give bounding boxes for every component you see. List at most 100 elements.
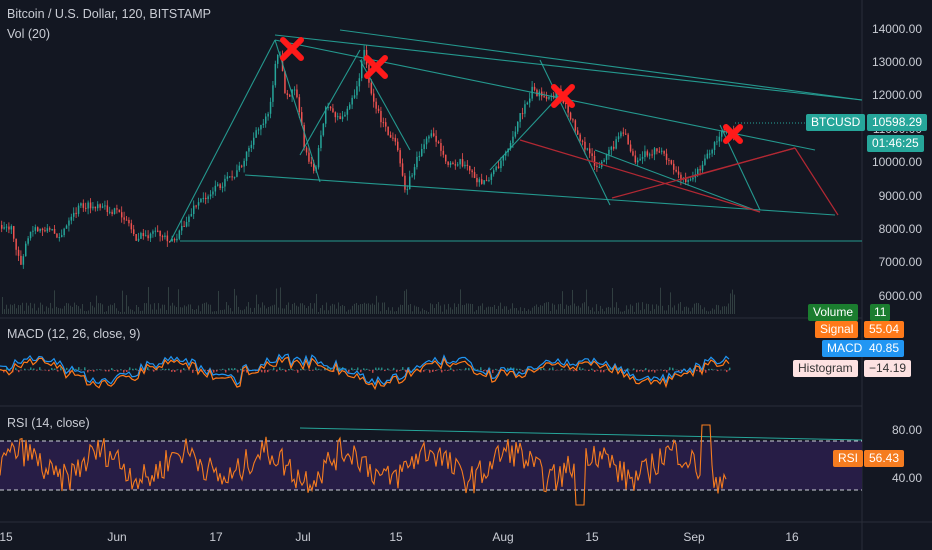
histogram-bar: [396, 370, 398, 373]
candle-body: [116, 208, 118, 210]
volume-bar: [646, 303, 647, 314]
candle-body: [704, 158, 706, 165]
red-trendline: [794, 147, 839, 216]
histogram-bar: [126, 370, 128, 373]
candle-body: [394, 137, 397, 142]
volume-bar: [470, 303, 471, 314]
volume-bar: [258, 304, 259, 314]
volume-bar: [604, 311, 605, 314]
time-label: 15: [0, 530, 13, 544]
volume-bar: [684, 306, 685, 314]
volume-bar: [182, 307, 183, 314]
candle-body: [260, 124, 262, 130]
candle-body: [577, 130, 579, 135]
histogram-bar: [18, 370, 20, 373]
candle-body: [142, 233, 145, 237]
histogram-bar: [354, 369, 356, 370]
volume-bar: [626, 305, 627, 314]
volume-bar: [192, 309, 193, 314]
candle-body: [572, 119, 574, 121]
histogram-bar: [57, 370, 59, 372]
histogram-bar: [606, 369, 608, 370]
candle-body: [53, 228, 56, 234]
volume-bar: [372, 303, 373, 314]
candle-body: [248, 147, 250, 152]
candle-body: [224, 178, 226, 187]
candle-body: [183, 225, 185, 227]
histogram-bar: [105, 370, 107, 372]
histogram-bar: [360, 370, 362, 373]
candle-body: [128, 220, 130, 224]
candle-body: [425, 138, 428, 145]
volume-bar: [210, 304, 211, 314]
candle-body: [629, 144, 632, 152]
volume-bar: [484, 309, 485, 314]
candle-body: [305, 147, 308, 153]
histogram-bar: [279, 367, 281, 370]
volume-bar: [406, 289, 407, 314]
candle-body: [413, 167, 416, 176]
volume-bar: [676, 310, 677, 314]
candle-body: [445, 154, 447, 162]
histogram-bar: [441, 370, 443, 373]
red-trendline: [519, 139, 761, 213]
histogram-bar: [231, 368, 233, 370]
candle-body: [442, 150, 445, 155]
candle-body: [265, 116, 267, 124]
candle-body: [375, 101, 377, 109]
candle-body: [675, 169, 677, 172]
macd-legend: MACD (12, 26, close, 9): [7, 327, 141, 341]
histogram-bar: [93, 370, 95, 372]
volume-bar: [344, 306, 345, 314]
volume-bar: [386, 310, 387, 314]
volume-bar: [670, 292, 671, 314]
volume-bar: [350, 309, 351, 314]
volume-bar: [446, 309, 447, 314]
histogram-bar: [603, 370, 605, 373]
volume-bar: [212, 311, 213, 314]
volume-bar: [722, 306, 723, 314]
candle-body: [135, 234, 137, 241]
volume-bar: [322, 305, 323, 314]
histogram-bar: [468, 367, 470, 370]
volume-bar: [4, 309, 5, 314]
candle-body: [317, 148, 320, 168]
histogram-bar: [204, 370, 206, 371]
candle-body: [634, 155, 637, 163]
volume-bar: [288, 302, 289, 314]
volume-bar: [376, 295, 377, 314]
histogram-bar: [132, 368, 134, 370]
candle-body: [565, 102, 567, 105]
histogram-bar: [282, 368, 284, 370]
histogram-bar: [699, 370, 701, 373]
candle-body: [73, 212, 75, 217]
candle-body: [478, 179, 481, 183]
volume-bar: [162, 304, 163, 314]
histogram-bar: [153, 370, 155, 372]
volume-bar: [260, 307, 261, 314]
candle-body: [34, 227, 37, 231]
candle-body: [58, 237, 61, 239]
volume-bar: [686, 306, 687, 314]
volume-bar: [480, 305, 481, 314]
histogram-bar: [393, 367, 395, 370]
candle-body: [363, 49, 365, 61]
volume-bar: [618, 307, 619, 314]
volume-bar: [474, 311, 475, 314]
volume-bar: [390, 310, 391, 314]
volume-bar: [674, 305, 675, 314]
candle-body: [380, 110, 382, 123]
volume-bar: [240, 309, 241, 314]
volume-bar: [564, 308, 565, 314]
candle-body: [589, 148, 591, 154]
histogram-bar: [267, 370, 269, 373]
candle-body: [137, 238, 140, 241]
trendline: [274, 34, 863, 101]
volume-bar: [650, 310, 651, 314]
candle-body: [646, 151, 649, 156]
candle-body: [466, 164, 469, 166]
volume-bar: [380, 311, 381, 314]
candle-body: [171, 238, 173, 242]
